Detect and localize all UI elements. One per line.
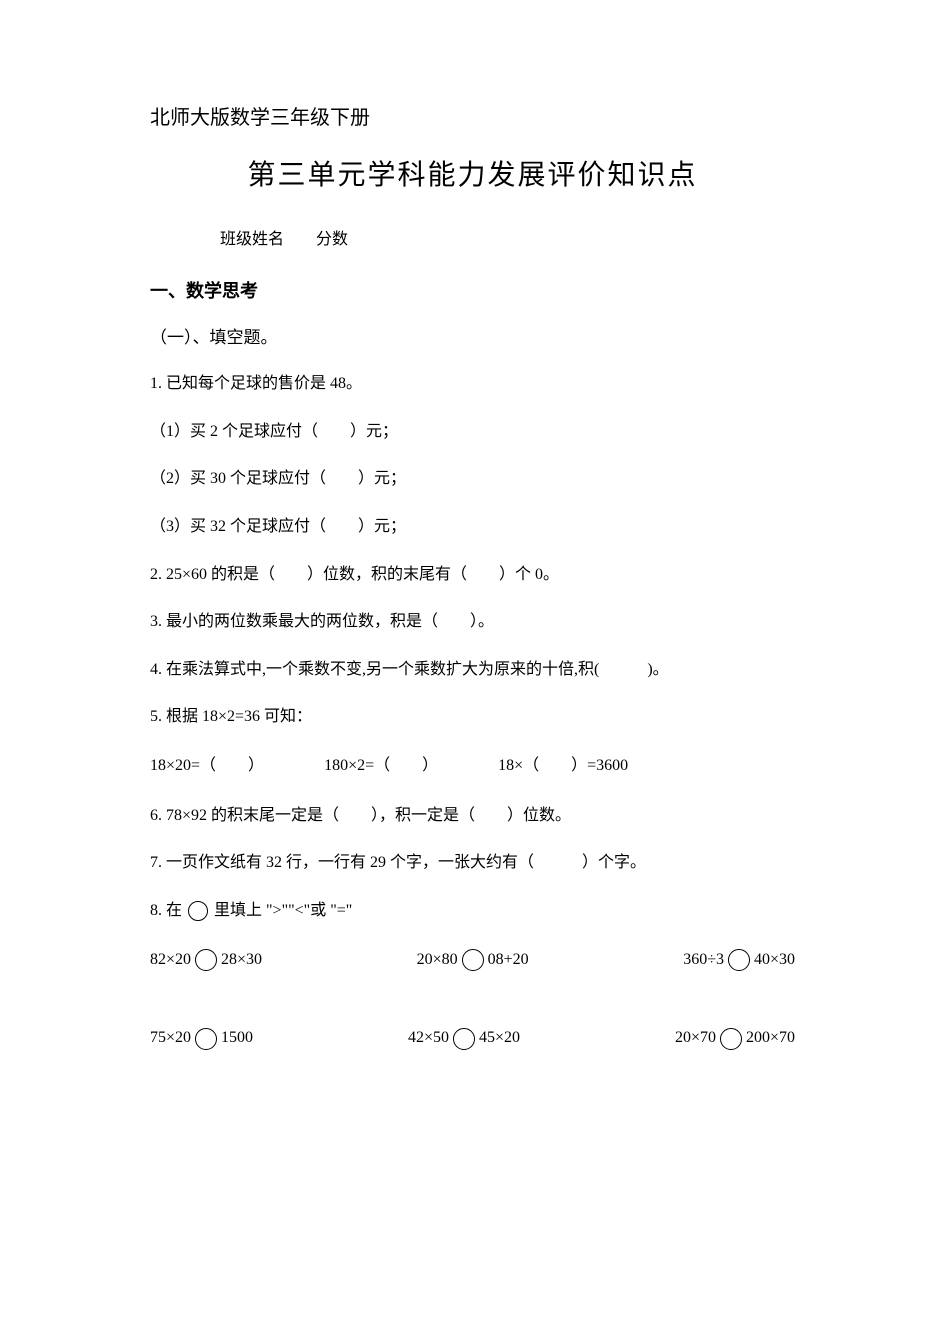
question-8-row-1: 82×20 28×30 20×80 08+20 360÷3 40×30 xyxy=(150,946,795,975)
q8-r1c-left: 360÷3 xyxy=(683,946,724,975)
student-info-line: 班级姓名 分数 xyxy=(150,226,795,255)
circle-blank xyxy=(728,949,750,971)
question-5c: 18×（ ）=3600 xyxy=(498,752,628,781)
question-8-stem: 8. 在 里填上 ">""<"或 "=" xyxy=(150,898,795,924)
section-1-heading: 一、数学思考 xyxy=(150,275,795,307)
q8-r1a-left: 82×20 xyxy=(150,946,191,975)
q8-r1a-right: 28×30 xyxy=(221,946,262,975)
q8-r2c-right: 200×70 xyxy=(746,1024,795,1053)
question-8-r2b: 42×50 45×20 xyxy=(408,1024,520,1053)
question-5b: 180×2=（ ） xyxy=(324,752,438,781)
question-8-r1a: 82×20 28×30 xyxy=(150,946,262,975)
circle-blank xyxy=(462,949,484,971)
question-8-r2c: 20×70 200×70 xyxy=(675,1024,795,1053)
q8-r1c-right: 40×30 xyxy=(754,946,795,975)
textbook-header: 北师大版数学三年级下册 xyxy=(150,100,795,136)
question-7: 7. 一页作文纸有 32 行，一行有 29 个字，一张大约有（ ）个字。 xyxy=(150,850,795,876)
question-3: 3. 最小的两位数乘最大的两位数，积是（ ）。 xyxy=(150,609,795,635)
q8-r2b-left: 42×50 xyxy=(408,1024,449,1053)
q8-r2c-left: 20×70 xyxy=(675,1024,716,1053)
q8-r2a-right: 1500 xyxy=(221,1024,253,1053)
question-5-stem: 5. 根据 18×2=36 可知： xyxy=(150,704,795,730)
question-6: 6. 78×92 的积末尾一定是（ ），积一定是（ ）位数。 xyxy=(150,803,795,829)
question-1-sub-3: （3）买 32 个足球应付（ ）元； xyxy=(150,514,795,540)
question-8-r1b: 20×80 08+20 xyxy=(417,946,529,975)
circle-icon xyxy=(188,901,208,921)
question-1-sub-2: （2）买 30 个足球应付（ ）元； xyxy=(150,466,795,492)
q8-r2a-left: 75×20 xyxy=(150,1024,191,1053)
circle-blank xyxy=(720,1028,742,1050)
question-8-row-2: 75×20 1500 42×50 45×20 20×70 200×70 xyxy=(150,1024,795,1053)
question-4: 4. 在乘法算式中,一个乘数不变,另一个乘数扩大为原来的十倍,积( )。 xyxy=(150,657,795,683)
question-1-stem: 1. 已知每个足球的售价是 48。 xyxy=(150,371,795,397)
question-8-stem-prefix: 8. 在 xyxy=(150,902,182,919)
question-1-sub-1: （1）买 2 个足球应付（ ）元； xyxy=(150,419,795,445)
q8-r2b-right: 45×20 xyxy=(479,1024,520,1053)
q8-r1b-left: 20×80 xyxy=(417,946,458,975)
circle-blank xyxy=(195,949,217,971)
question-8-r1c: 360÷3 40×30 xyxy=(683,946,795,975)
circle-blank xyxy=(453,1028,475,1050)
question-2: 2. 25×60 的积是（ ）位数，积的末尾有（ ）个 0。 xyxy=(150,562,795,588)
question-5-row: 18×20=（ ） 180×2=（ ） 18×（ ）=3600 xyxy=(150,752,795,781)
question-5a: 18×20=（ ） xyxy=(150,752,264,781)
page-title: 第三单元学科能力发展评价知识点 xyxy=(150,151,795,201)
subsection-1-heading: （一）、填空题。 xyxy=(150,323,795,354)
question-8-stem-suffix: 里填上 ">""<"或 "=" xyxy=(214,902,352,919)
q8-r1b-right: 08+20 xyxy=(488,946,529,975)
circle-blank xyxy=(195,1028,217,1050)
question-8-r2a: 75×20 1500 xyxy=(150,1024,253,1053)
